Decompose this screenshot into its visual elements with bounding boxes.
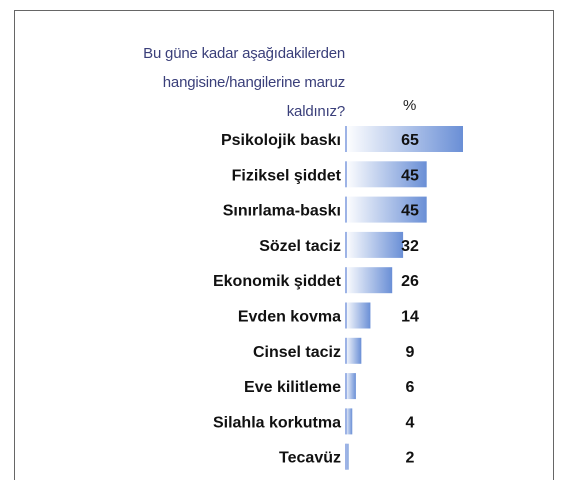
value-label: 14 <box>401 309 419 326</box>
value-label: 45 <box>401 203 419 220</box>
category-label: Ekonomik şiddet <box>213 273 342 290</box>
value-label: 6 <box>406 379 415 396</box>
category-label-group: Psikolojik baskı Fiziksel şiddet Sınırlama… <box>213 132 342 467</box>
value-label: 26 <box>401 273 419 290</box>
category-label: Cinsel taciz <box>253 344 341 361</box>
bar-6 <box>345 303 370 329</box>
bar-5 <box>345 267 392 293</box>
bar-edge-2 <box>345 161 347 187</box>
bar-edge-8 <box>345 373 347 399</box>
bar-chart: Psikolojik baskı Fiziksel şiddet Sınırlama… <box>15 11 555 471</box>
category-label: Silahla korkutma <box>213 414 341 431</box>
bar-4 <box>345 232 403 258</box>
category-label: Tecavüz <box>279 450 341 467</box>
value-label: 65 <box>401 132 419 149</box>
category-label: Sınırlama-baskı <box>223 203 341 220</box>
value-label: 32 <box>401 238 419 255</box>
category-label: Eve kilitleme <box>244 379 341 396</box>
chart-frame: Bu güne kadar aşağıdakilerden hangisine/… <box>14 10 554 480</box>
bar-edge-4 <box>345 232 347 258</box>
category-label: Sözel taciz <box>259 238 341 255</box>
bar-edge-10 <box>345 444 347 470</box>
category-label: Evden kovma <box>238 309 341 326</box>
bar-edge-1 <box>345 126 347 152</box>
bar-edge-6 <box>345 303 347 329</box>
bar-edge-3 <box>345 197 347 223</box>
category-label: Psikolojik baskı <box>221 132 341 149</box>
value-label-group: 65 45 45 32 26 14 9 6 4 2 <box>401 132 419 467</box>
bar-7 <box>345 338 361 364</box>
value-label: 9 <box>406 344 415 361</box>
bar-edge-9 <box>345 408 347 434</box>
value-label: 2 <box>406 450 415 467</box>
category-label: Fiziksel şiddet <box>232 167 342 184</box>
bar-edge-5 <box>345 267 347 293</box>
value-label: 45 <box>401 167 419 184</box>
value-label: 4 <box>406 414 415 431</box>
bar-edge-7 <box>345 338 347 364</box>
